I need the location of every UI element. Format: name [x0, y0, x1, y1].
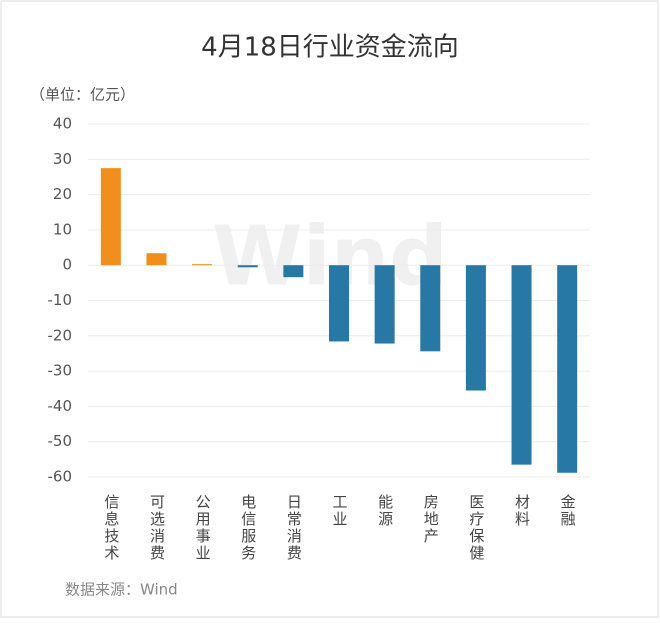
- y-tick-label: 30: [53, 150, 72, 168]
- x-tick-label: 医疗保健: [467, 494, 485, 562]
- y-tick-label: -20: [48, 326, 73, 344]
- y-tick-label: -60: [48, 468, 73, 486]
- source: 数据来源：Wind: [65, 581, 178, 599]
- x-tick-label: 能源: [376, 494, 394, 528]
- y-tick-label: 20: [53, 185, 72, 203]
- x-tick-label: 信息技术: [102, 494, 120, 562]
- bar: [283, 265, 304, 278]
- y-tick-label: -30: [48, 362, 73, 380]
- x-tick-label: 公用事业: [194, 494, 212, 562]
- bar: [146, 253, 167, 266]
- bar: [420, 265, 441, 352]
- y-tick-label: 40: [53, 115, 72, 133]
- y-tick-label: 0: [62, 256, 72, 274]
- y-tick-label: 10: [53, 220, 72, 238]
- x-tick-label: 日常消费: [285, 494, 303, 562]
- chart-title: 4月18日行业资金流向: [201, 33, 459, 63]
- x-tick-label: 工业: [331, 494, 349, 528]
- y-tick-label: -40: [48, 397, 73, 415]
- bar: [557, 265, 578, 473]
- x-tick-label: 电信服务: [239, 494, 257, 562]
- bar: [511, 265, 532, 465]
- bar: [192, 264, 213, 266]
- bar: [465, 265, 486, 391]
- bar: [329, 265, 349, 342]
- x-tick-label: 金融: [559, 494, 577, 528]
- x-tick-label: 房地产: [422, 494, 440, 545]
- bar: [100, 168, 121, 266]
- bar: [237, 265, 258, 268]
- y-tick-label: -10: [48, 291, 73, 309]
- bar: [374, 265, 395, 344]
- x-tick-label: 可选消费: [148, 494, 166, 562]
- y-tick-label: -50: [48, 432, 73, 450]
- unit-label: （单位：亿元）: [30, 86, 135, 104]
- x-tick-label: 材料: [513, 494, 531, 528]
